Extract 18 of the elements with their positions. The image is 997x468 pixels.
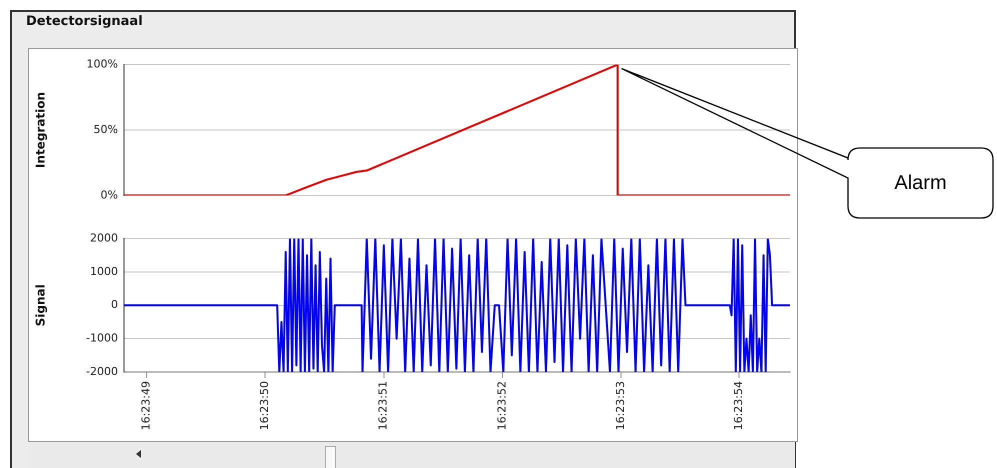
y-tick-label: 100%	[86, 57, 118, 70]
x-tick-label: 16:23:53	[614, 381, 627, 430]
x-tick-label: 16:23:49	[139, 381, 152, 430]
x-tick-label: 16:23:51	[376, 381, 390, 430]
text: Alarm	[893, 170, 948, 196]
x-tick-label: 16:23:54	[732, 381, 746, 430]
y-tick-label: -1000	[86, 332, 118, 345]
y-tick-label: 0	[111, 298, 118, 312]
y-tick-label: -2000	[86, 364, 118, 378]
x-tick-label: 16:23:52	[495, 381, 508, 430]
x-tick-label: 16:23:50	[258, 381, 272, 430]
y-tick-label: 2000	[90, 231, 118, 244]
y-tick-label: 1000	[90, 264, 118, 278]
y-axis-title: Signal	[33, 284, 48, 326]
y-tick-label: 50%	[94, 122, 118, 136]
y-axis-title: Integration	[33, 92, 48, 168]
chart-title: Detectorsignaal	[26, 14, 143, 29]
y-tick-label: 0%	[100, 188, 118, 202]
